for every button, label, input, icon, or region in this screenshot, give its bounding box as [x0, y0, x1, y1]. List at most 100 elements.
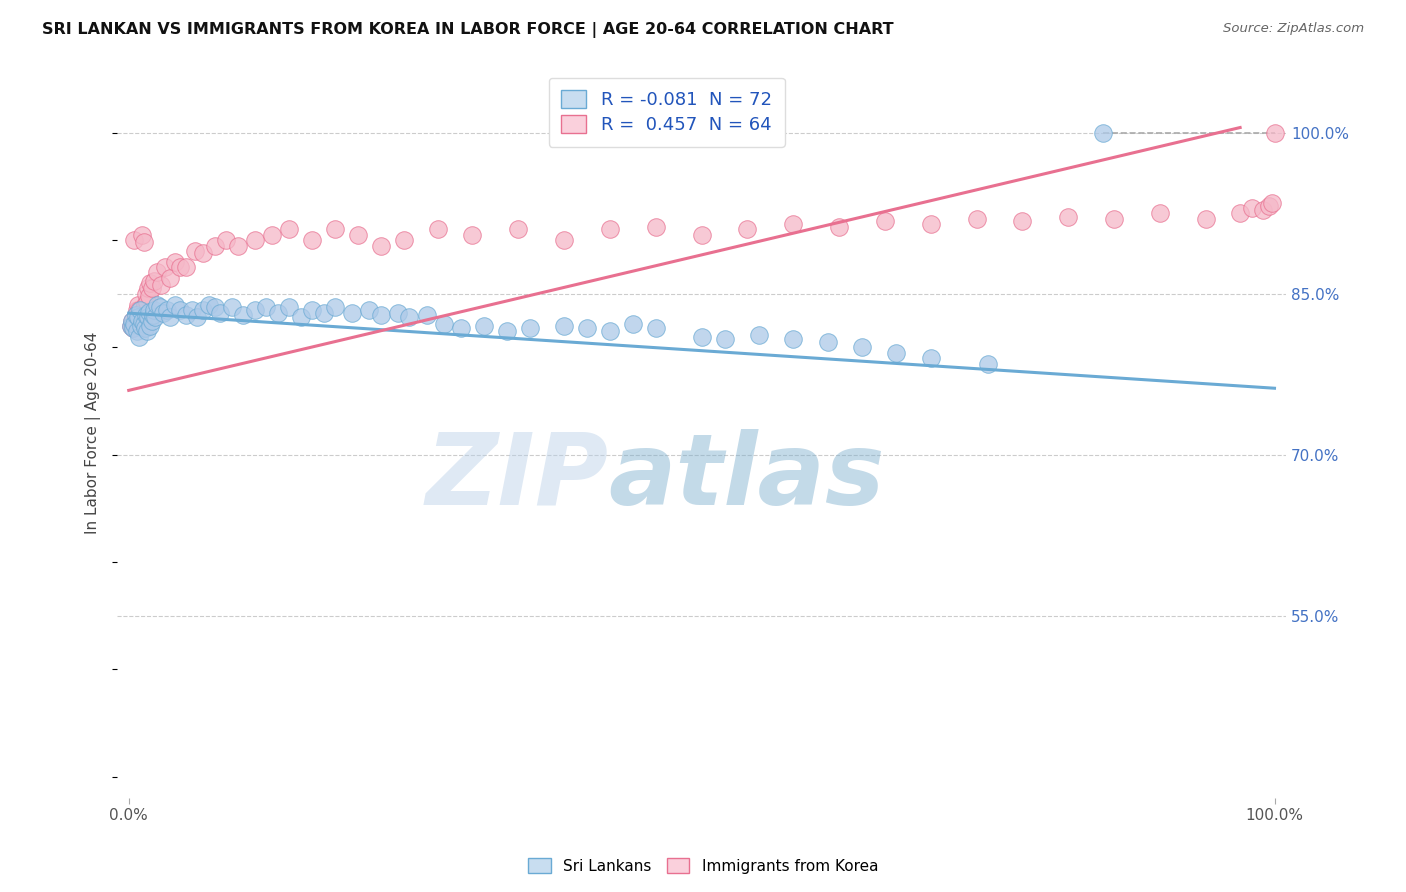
- Point: [128, 302, 150, 317]
- Point: [1195, 211, 1218, 226]
- Point: [132, 235, 155, 250]
- Point: [124, 308, 146, 322]
- Point: [737, 222, 759, 236]
- Point: [398, 310, 420, 325]
- Point: [125, 302, 148, 317]
- Point: [155, 302, 177, 317]
- Point: [576, 321, 599, 335]
- Point: [128, 330, 150, 344]
- Point: [124, 233, 146, 247]
- Point: [124, 308, 146, 322]
- Legend: Sri Lankans, Immigrants from Korea: Sri Lankans, Immigrants from Korea: [522, 852, 884, 880]
- Point: [254, 300, 277, 314]
- Point: [132, 317, 155, 331]
- Point: [149, 278, 172, 293]
- Point: [135, 308, 157, 322]
- Point: [127, 310, 149, 325]
- Point: [155, 260, 177, 274]
- Point: [920, 217, 942, 231]
- Point: [125, 324, 148, 338]
- Text: atlas: atlas: [609, 428, 884, 525]
- Point: [553, 233, 575, 247]
- Point: [817, 335, 839, 350]
- Point: [139, 276, 162, 290]
- Point: [599, 222, 621, 236]
- Point: [243, 302, 266, 317]
- Point: [1091, 126, 1114, 140]
- Point: [146, 297, 169, 311]
- Point: [1261, 195, 1284, 210]
- Point: [312, 306, 335, 320]
- Point: [209, 306, 232, 320]
- Point: [141, 281, 163, 295]
- Point: [290, 310, 312, 325]
- Point: [828, 220, 851, 235]
- Point: [129, 302, 152, 317]
- Point: [690, 330, 713, 344]
- Point: [415, 308, 437, 322]
- Point: [495, 324, 517, 338]
- Point: [139, 318, 162, 333]
- Point: [152, 306, 174, 320]
- Point: [782, 217, 804, 231]
- Point: [782, 332, 804, 346]
- Point: [278, 222, 301, 236]
- Point: [131, 306, 153, 320]
- Point: [1229, 206, 1251, 220]
- Point: [193, 246, 215, 260]
- Point: [1057, 210, 1080, 224]
- Legend: R = -0.081  N = 72, R =  0.457  N = 64: R = -0.081 N = 72, R = 0.457 N = 64: [548, 78, 785, 147]
- Point: [1257, 199, 1279, 213]
- Point: [135, 286, 157, 301]
- Point: [193, 302, 215, 317]
- Point: [131, 313, 153, 327]
- Point: [136, 324, 159, 338]
- Point: [713, 332, 735, 346]
- Y-axis label: In Labor Force | Age 20-64: In Labor Force | Age 20-64: [86, 332, 101, 534]
- Point: [340, 306, 363, 320]
- Point: [243, 233, 266, 247]
- Point: [142, 274, 165, 288]
- Point: [1240, 201, 1263, 215]
- Point: [120, 318, 142, 333]
- Point: [204, 300, 226, 314]
- Text: SRI LANKAN VS IMMIGRANTS FROM KOREA IN LABOR FORCE | AGE 20-64 CORRELATION CHART: SRI LANKAN VS IMMIGRANTS FROM KOREA IN L…: [42, 22, 894, 38]
- Point: [278, 300, 301, 314]
- Point: [146, 265, 169, 279]
- Point: [221, 300, 243, 314]
- Point: [163, 297, 186, 311]
- Point: [131, 227, 153, 242]
- Point: [121, 313, 143, 327]
- Point: [124, 317, 146, 331]
- Point: [301, 233, 323, 247]
- Point: [129, 313, 152, 327]
- Point: [215, 233, 238, 247]
- Point: [266, 306, 288, 320]
- Point: [873, 214, 896, 228]
- Point: [169, 302, 191, 317]
- Point: [427, 222, 450, 236]
- Point: [370, 308, 392, 322]
- Point: [347, 227, 370, 242]
- Point: [134, 297, 156, 311]
- Point: [644, 321, 666, 335]
- Point: [387, 306, 409, 320]
- Point: [886, 346, 908, 360]
- Point: [232, 308, 254, 322]
- Point: [143, 310, 166, 325]
- Point: [136, 310, 159, 325]
- Point: [142, 308, 165, 322]
- Point: [141, 313, 163, 327]
- Point: [226, 238, 249, 252]
- Point: [127, 297, 149, 311]
- Point: [142, 302, 165, 317]
- Point: [301, 302, 323, 317]
- Point: [138, 305, 160, 319]
- Point: [359, 302, 381, 317]
- Point: [174, 308, 197, 322]
- Point: [136, 281, 159, 295]
- Point: [163, 254, 186, 268]
- Point: [180, 302, 202, 317]
- Point: [136, 295, 159, 310]
- Point: [1011, 214, 1033, 228]
